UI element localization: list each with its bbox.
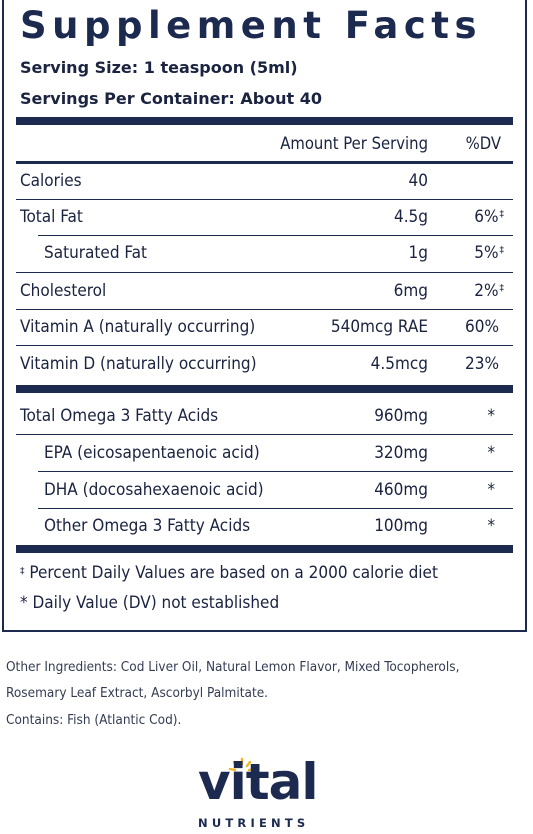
thick-divider-middle <box>16 385 513 393</box>
row-divider <box>16 434 513 435</box>
row-dv-total-fat: 6%‡ <box>474 207 505 227</box>
row-dv-other-omega-3: * <box>487 516 495 536</box>
row-amount-total-fat: 4.5g <box>393 207 428 227</box>
dagger-mark: ‡ <box>499 209 505 220</box>
row-dv-cholesterol: 2%‡ <box>474 281 505 301</box>
brand-logo-wordmark: vital <box>198 753 319 811</box>
header-divider <box>16 161 513 164</box>
thick-divider-top <box>16 117 513 125</box>
row-divider <box>16 272 513 273</box>
row-amount-vitamin-d: 4.5mcg <box>370 354 428 374</box>
row-divider <box>16 345 513 346</box>
row-divider <box>16 199 513 200</box>
other-ingredients-line-1: Other Ingredients: Cod Liver Oil, Natura… <box>6 659 460 675</box>
other-ingredients-line-2: Rosemary Leaf Extract, Ascorbyl Palmitat… <box>6 685 269 701</box>
row-label-vitamin-d: Vitamin D (naturally occurring) <box>20 354 257 374</box>
sun-icon <box>228 757 256 772</box>
row-label-saturated-fat: Saturated Fat <box>44 243 148 263</box>
row-dv-vitamin-a: 60% <box>465 317 499 337</box>
row-amount-other-omega-3: 100mg <box>374 516 428 536</box>
row-label-total-omega-3: Total Omega 3 Fatty Acids <box>20 406 219 426</box>
panel-title: Supplement Facts <box>20 4 483 47</box>
row-divider <box>38 471 513 472</box>
contains-statement: Contains: Fish (Atlantic Cod). <box>6 712 182 728</box>
thick-divider-bottom <box>16 545 513 553</box>
row-amount-epa: 320mg <box>374 443 428 463</box>
supplement-facts-panel <box>2 0 527 632</box>
row-amount-saturated-fat: 1g <box>408 243 428 263</box>
brand-logo-subtitle: NUTRIENTS <box>198 816 310 830</box>
row-divider <box>16 309 513 310</box>
footnote-star: * Daily Value (DV) not established <box>20 593 280 613</box>
row-dv-total-omega-3: * <box>487 406 495 426</box>
row-amount-dha: 460mg <box>374 480 428 500</box>
row-dv-epa: * <box>487 443 495 463</box>
row-dv-vitamin-d: 23% <box>465 354 499 374</box>
row-label-vitamin-a: Vitamin A (naturally occurring) <box>20 317 256 337</box>
row-label-epa: EPA (eicosapentaenoic acid) <box>44 443 260 463</box>
serving-size: Serving Size: 1 teaspoon (5ml) <box>20 58 298 77</box>
footnote-dagger: ‡ Percent Daily Values are based on a 20… <box>20 563 438 583</box>
row-divider <box>38 235 513 236</box>
row-dv-saturated-fat: 5%‡ <box>474 243 505 263</box>
row-amount-calories: 40 <box>408 171 428 191</box>
row-amount-cholesterol: 6mg <box>393 281 428 301</box>
row-amount-total-omega-3: 960mg <box>374 406 428 426</box>
row-label-total-fat: Total Fat <box>20 207 83 227</box>
header-dv: %DV <box>465 134 501 153</box>
row-label-cholesterol: Cholesterol <box>20 281 107 301</box>
row-label-other-omega-3: Other Omega 3 Fatty Acids <box>44 516 251 536</box>
row-label-dha: DHA (docosahexaenoic acid) <box>44 480 264 500</box>
header-amount: Amount Per Serving <box>280 134 428 153</box>
row-label-calories: Calories <box>20 171 82 191</box>
row-divider <box>38 508 513 509</box>
dagger-mark: ‡ <box>499 245 505 256</box>
row-dv-dha: * <box>487 480 495 500</box>
dagger-mark: ‡ <box>499 283 505 294</box>
servings-per-container: Servings Per Container: About 40 <box>20 89 323 108</box>
row-amount-vitamin-a: 540mcg RAE <box>330 317 428 337</box>
